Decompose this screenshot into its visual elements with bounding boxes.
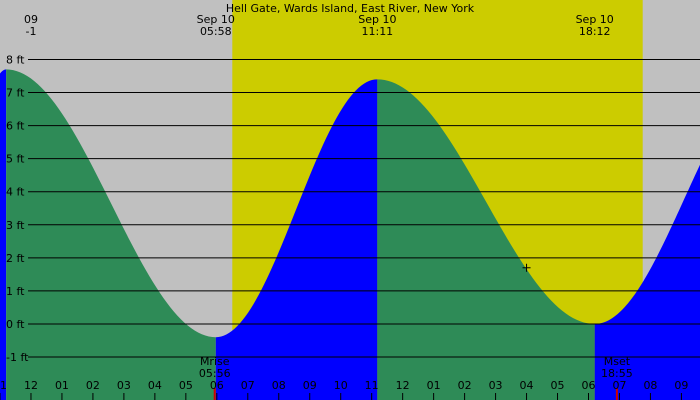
x-tick-label: 11 <box>0 379 7 392</box>
y-tick-label: 1 ft <box>6 285 25 298</box>
x-axis: 11 12 01 02 03 04 05 06 07 08 09 10 11 12 01 02 03 04 05 06… <box>0 379 688 400</box>
x-tick-label: 01 <box>55 379 69 392</box>
moon-event-time: 05:56 <box>199 367 231 380</box>
x-tick-label: 08 <box>272 379 286 392</box>
x-tick-label: 06 <box>210 379 224 392</box>
moon-event-name: Mset <box>604 355 631 368</box>
top-date-label: Sep 10 <box>576 13 614 26</box>
x-tick-label: 07 <box>612 379 626 392</box>
x-tick-label: 03 <box>489 379 503 392</box>
y-axis-labels: 8 ft 7 ft 6 ft 5 ft 4 ft 3 ft 2 ft 1 ft 0 ft -1 f… <box>6 54 29 365</box>
y-tick-label: -1 ft <box>6 351 29 364</box>
rising-tide-segment <box>215 79 378 400</box>
rising-tide-segment <box>0 69 7 400</box>
x-tick-label: 04 <box>520 379 534 392</box>
y-tick-label: 3 ft <box>6 219 25 232</box>
x-tick-label: 02 <box>458 379 472 392</box>
height-gridlines <box>28 59 700 358</box>
top-time-label: 05:58 <box>200 25 232 38</box>
x-tick-label: 11 <box>365 379 379 392</box>
falling-tide-segment <box>6 69 216 400</box>
top-date-label: Sep 10 <box>358 13 396 26</box>
top-date-label: Sep 10 <box>197 13 235 26</box>
current-time-marker <box>522 263 531 272</box>
rising-tide-segment <box>594 164 700 400</box>
x-tick-label: 09 <box>303 379 317 392</box>
tide-area <box>0 69 700 400</box>
top-time-label: 18:12 <box>579 25 611 38</box>
x-tick-label: 07 <box>241 379 255 392</box>
x-tick-label: 12 <box>396 379 410 392</box>
x-tick-label: 05 <box>551 379 565 392</box>
y-tick-label: 0 ft <box>6 318 25 331</box>
x-tick-label: 10 <box>334 379 348 392</box>
moon-event-name: Mrise <box>200 355 230 368</box>
y-tick-label: 6 ft <box>6 120 25 133</box>
x-tick-label: 03 <box>117 379 131 392</box>
y-tick-label: 4 ft <box>6 186 25 199</box>
y-tick-label: 5 ft <box>6 153 25 166</box>
moon-event-time: 18:55 <box>601 367 633 380</box>
y-tick-label: 8 ft <box>6 54 25 67</box>
chart-title: Hell Gate, Wards Island, East River, New… <box>226 2 475 15</box>
x-tick-label: 12 <box>24 379 38 392</box>
x-tick-label: 01 <box>427 379 441 392</box>
x-tick-label: 06 <box>581 379 595 392</box>
y-tick-label: 2 ft <box>6 252 25 265</box>
falling-tide-segment <box>377 79 595 400</box>
x-tick-label: 04 <box>148 379 162 392</box>
x-tick-label: 09 <box>674 379 688 392</box>
y-tick-label: 7 ft <box>6 87 25 100</box>
top-date-label: 09 <box>24 13 38 26</box>
x-tick-label: 02 <box>86 379 100 392</box>
top-time-label: 11:11 <box>361 25 393 38</box>
x-tick-label: 08 <box>643 379 657 392</box>
top-time-label: -1 <box>25 25 36 38</box>
x-tick-label: 05 <box>179 379 193 392</box>
